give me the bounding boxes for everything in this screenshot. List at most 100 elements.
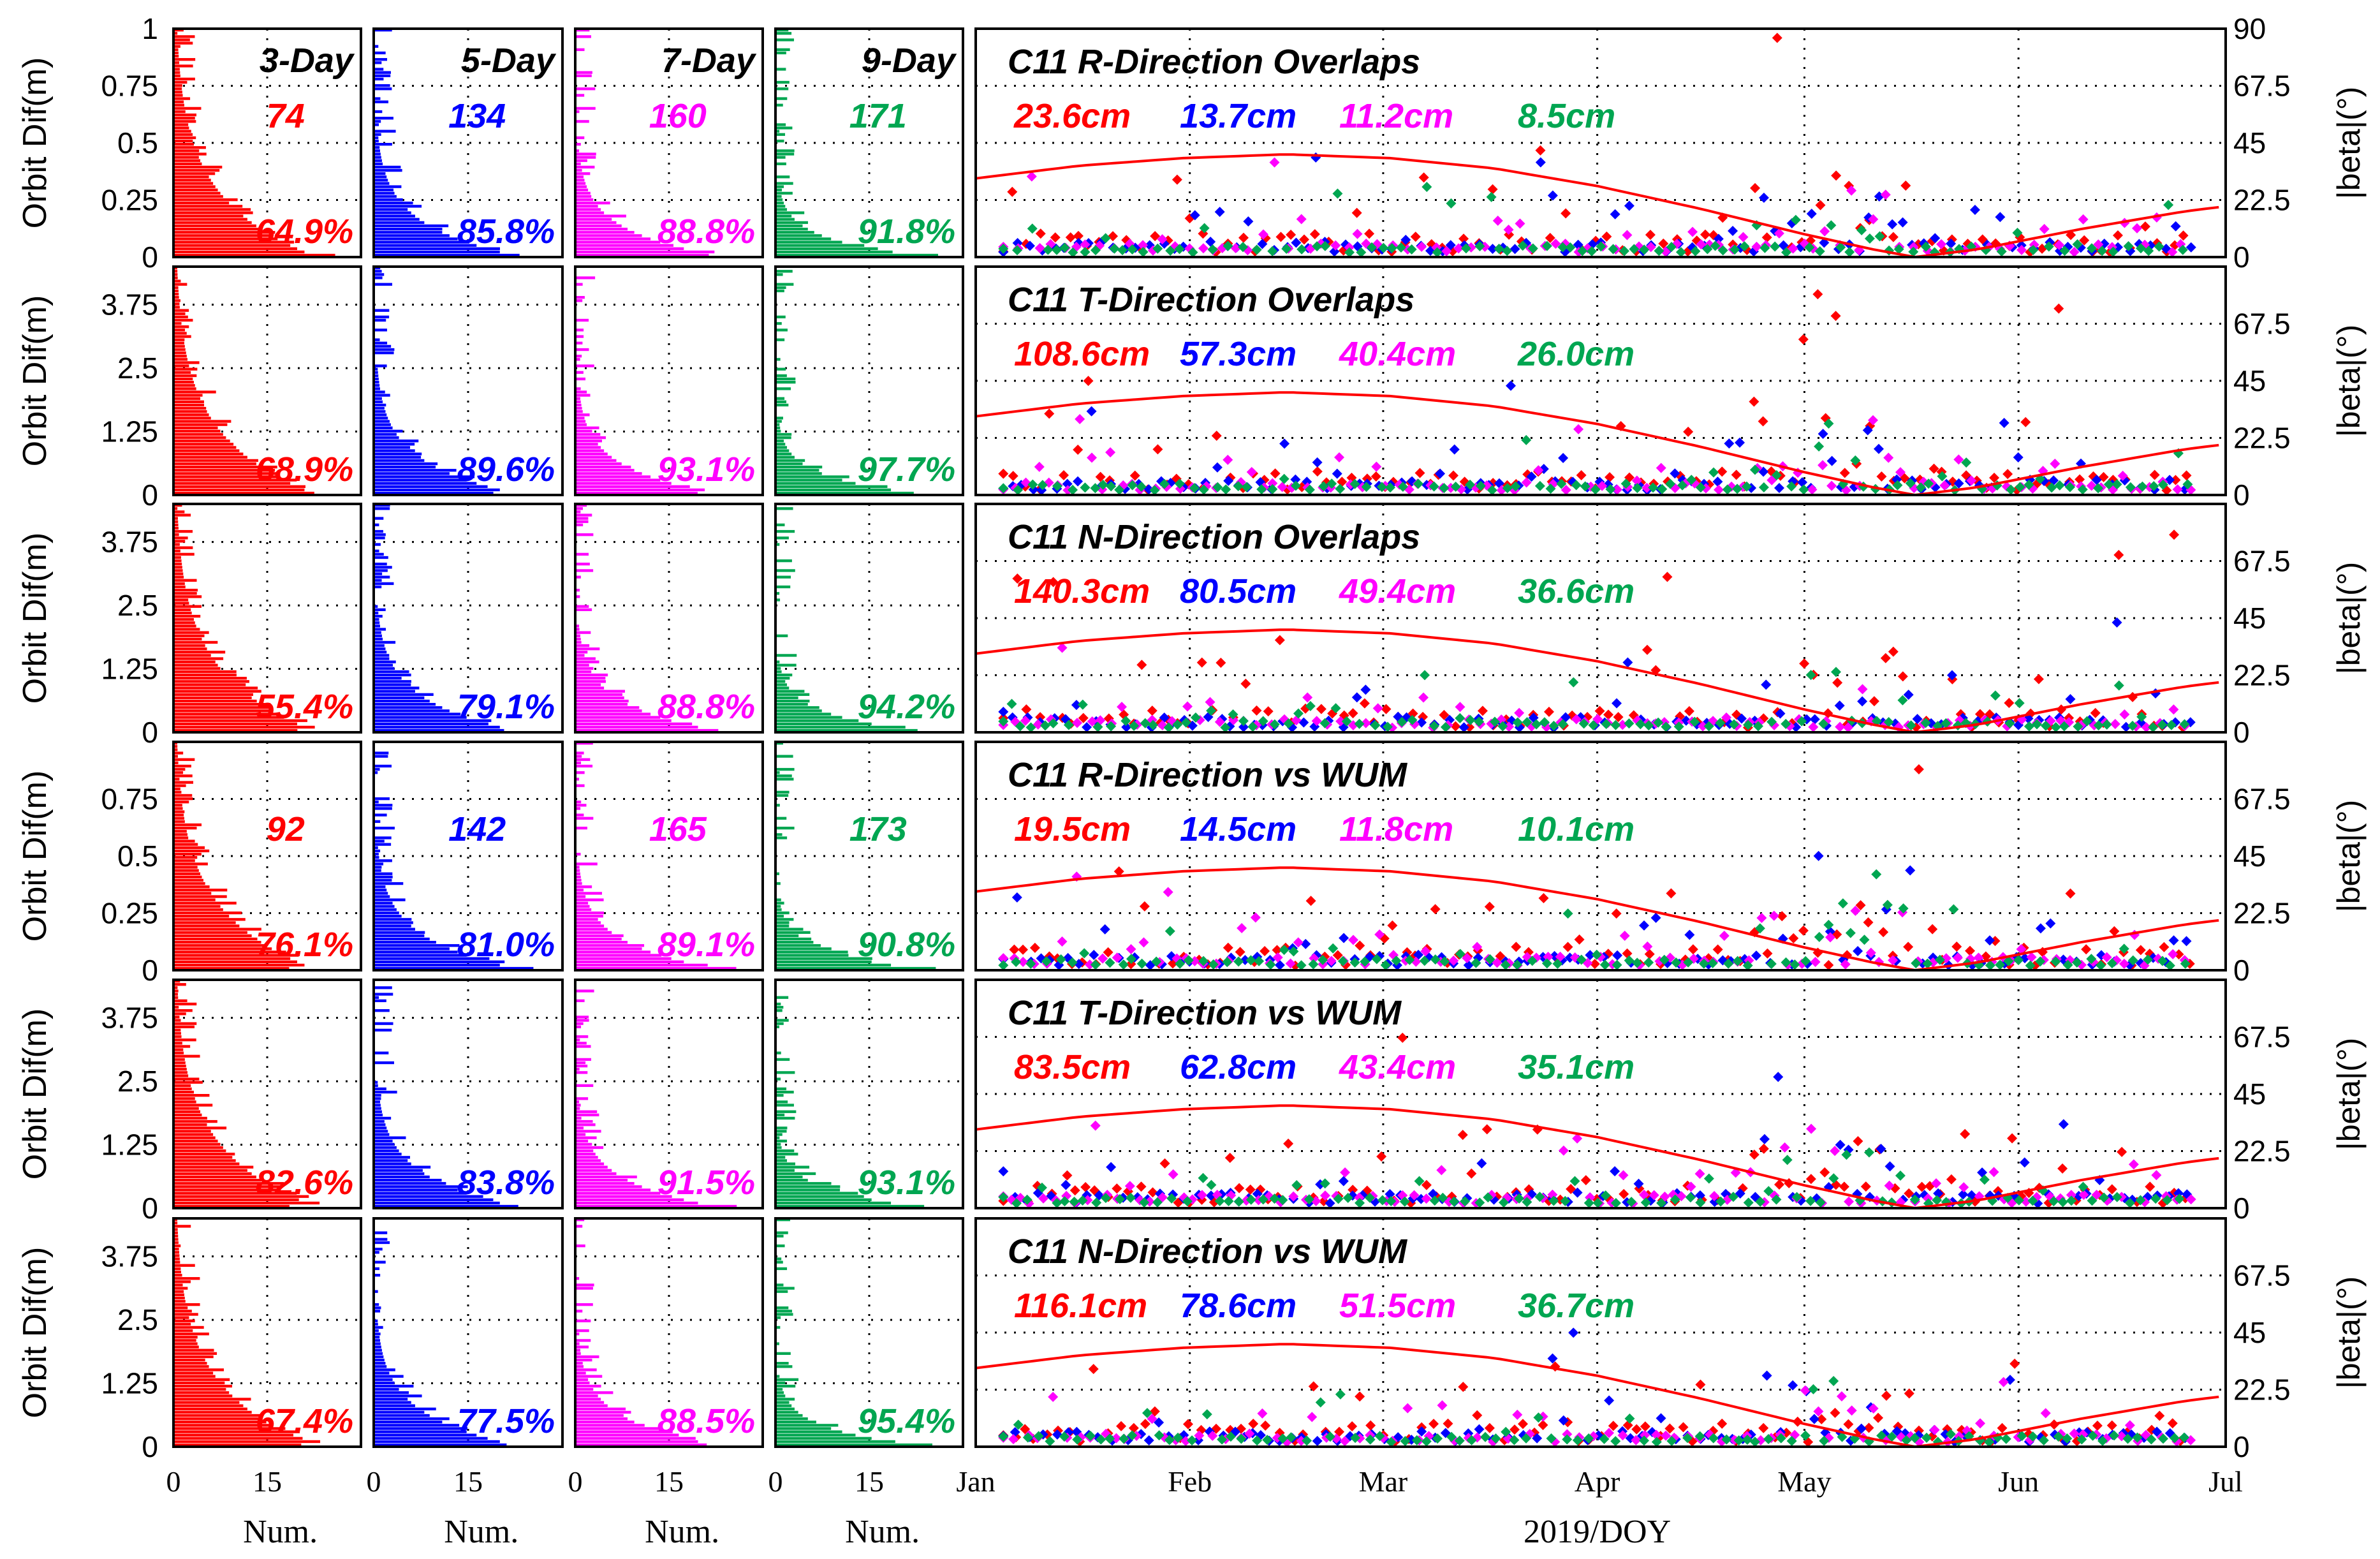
scatter-point <box>1913 764 1924 775</box>
scatter-point <box>1267 484 1278 494</box>
scatter-point <box>998 953 1009 964</box>
scatter-point <box>1465 714 1476 725</box>
scatter-point <box>1562 1434 1573 1445</box>
histogram-bar <box>175 725 315 729</box>
scatter-point <box>2050 956 2061 967</box>
histogram-bar <box>175 1234 179 1238</box>
scatter-point <box>1312 457 1323 468</box>
histogram-bar <box>375 1195 483 1198</box>
histogram-bar <box>375 211 411 214</box>
histogram-bar <box>577 878 582 882</box>
scatter-point <box>2024 721 2034 732</box>
scatter-point <box>1952 952 1963 963</box>
scatter-point <box>1409 1190 1420 1201</box>
histogram-bar <box>175 1348 214 1352</box>
histogram-bar <box>175 771 184 774</box>
scatter-point <box>1781 957 1791 968</box>
histogram-bar <box>375 634 382 637</box>
histogram-bar <box>577 1277 580 1280</box>
beta-tick-label: 0 <box>2233 716 2250 749</box>
histogram-bar <box>777 377 796 381</box>
scatter-point <box>1484 1422 1495 1433</box>
scatter-point <box>1882 899 1893 910</box>
scatter-point <box>1709 1190 1720 1201</box>
scatter-point <box>1682 1433 1693 1444</box>
histogram-bar <box>375 387 380 390</box>
y-axis-label: Orbit Dif(m) <box>17 57 54 229</box>
scatter-point <box>1759 242 1770 253</box>
scatter-point <box>1360 718 1371 728</box>
histogram-bar <box>577 253 709 257</box>
histogram-bar <box>175 1123 207 1127</box>
histogram-bar <box>375 892 388 895</box>
scatter-point <box>1128 1422 1139 1433</box>
histogram-bar <box>375 1149 399 1153</box>
scatter-point <box>1619 246 1629 256</box>
histogram-bar <box>175 440 230 443</box>
scatter-point <box>1759 1134 1770 1144</box>
histogram-bar <box>777 1375 780 1378</box>
histogram-bar <box>175 611 192 615</box>
y-tick-label: 1.25 <box>101 415 158 448</box>
histogram-bar <box>577 764 593 768</box>
histogram-bar <box>375 690 415 693</box>
histogram-bar <box>175 820 185 824</box>
scatter-point <box>1140 1419 1150 1430</box>
histogram-bar <box>175 276 178 279</box>
histogram-bar <box>777 97 788 100</box>
scatter-point <box>1172 174 1182 185</box>
histogram-bar <box>175 843 198 846</box>
histogram-bar <box>777 315 786 319</box>
histogram-bar <box>375 224 449 228</box>
histogram-bar <box>175 663 218 667</box>
histogram-frame <box>172 979 362 1209</box>
scatter-point <box>1503 225 1514 235</box>
histogram-bar <box>375 237 458 240</box>
histogram-bar <box>777 237 832 240</box>
scatter-point <box>1756 913 1767 924</box>
y-tick-label: 2.5 <box>117 1303 158 1336</box>
scatter-point <box>1305 896 1316 906</box>
histogram-bar <box>175 1071 187 1074</box>
histogram-bar <box>577 1401 605 1404</box>
scatter-point <box>2013 452 2024 463</box>
scatter-point <box>1750 182 1761 193</box>
scatter-point <box>1448 470 1458 481</box>
scatter-point <box>1285 958 1296 969</box>
histogram-bar <box>577 358 580 361</box>
histogram-bar <box>175 1225 191 1228</box>
scatter-point <box>1265 959 1276 970</box>
scatter-point <box>1332 468 1342 479</box>
histogram-bar <box>777 133 786 137</box>
scatter-point <box>1892 480 1903 491</box>
scatter-point <box>1749 464 1760 475</box>
histogram-bar <box>375 1404 415 1407</box>
scatter-point <box>1753 721 1764 732</box>
scatter-point <box>1958 1189 1969 1200</box>
scatter-point <box>1985 960 1995 971</box>
histogram-bar <box>375 123 379 126</box>
scatter-point <box>1347 1421 1358 1431</box>
scatter-point <box>1758 193 1769 203</box>
scatter-point <box>1763 1433 1774 1444</box>
scatter-point <box>1506 380 1517 391</box>
scatter-point <box>2053 303 2064 314</box>
scatter-point <box>2066 1190 2076 1201</box>
histogram-bar <box>175 1051 184 1054</box>
histogram-bar <box>577 514 592 517</box>
histogram-bar <box>375 276 383 279</box>
histogram-bar <box>375 523 379 527</box>
beta-axis-label: |beta|(°) <box>2331 800 2367 913</box>
scatter-point <box>1580 481 1590 492</box>
scatter-point <box>1635 719 1646 730</box>
histogram-bar <box>375 61 382 64</box>
scatter-point <box>1961 457 1972 468</box>
histogram-bar <box>175 315 188 319</box>
scatter-point <box>1377 1195 1388 1206</box>
histogram-bar <box>577 1421 635 1424</box>
beta-tick-label: 0 <box>2233 478 2250 512</box>
histogram-frame <box>574 1217 764 1448</box>
histogram-bar <box>777 1414 803 1417</box>
histogram-bar <box>175 462 256 466</box>
scatter-point <box>1457 1130 1468 1141</box>
